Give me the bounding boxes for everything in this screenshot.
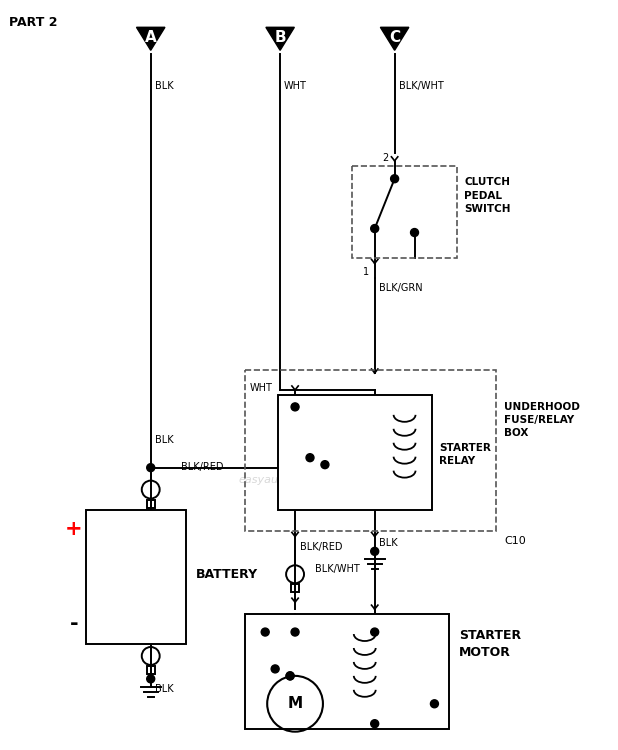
Text: BLK/GRN: BLK/GRN [379, 284, 422, 293]
Text: B: B [274, 30, 286, 45]
Text: BLK: BLK [379, 538, 397, 548]
Text: BLK: BLK [154, 81, 173, 91]
Polygon shape [380, 27, 409, 50]
Text: A: A [145, 30, 156, 45]
Bar [352, 166, 457, 259]
Text: WHT: WHT [284, 81, 307, 91]
Circle shape [391, 175, 399, 183]
Bar [291, 584, 299, 592]
Text: -: - [70, 614, 78, 634]
Circle shape [291, 628, 299, 636]
Text: BLK/RED: BLK/RED [300, 542, 342, 552]
Bar [245, 614, 449, 729]
Text: 2: 2 [383, 153, 389, 163]
Circle shape [286, 672, 294, 680]
Text: WHT: WHT [249, 383, 272, 393]
Polygon shape [266, 27, 294, 50]
Polygon shape [137, 27, 165, 50]
Text: M: M [287, 696, 303, 711]
Text: STARTER
RELAY: STARTER RELAY [439, 443, 491, 466]
Circle shape [291, 403, 299, 411]
Bar [86, 509, 185, 644]
Circle shape [146, 464, 154, 472]
Circle shape [271, 665, 279, 673]
Circle shape [286, 672, 294, 680]
Text: UNDERHOOD
FUSE/RELAY
BOX: UNDERHOOD FUSE/RELAY BOX [504, 402, 580, 438]
Text: 1: 1 [363, 268, 369, 278]
Circle shape [371, 628, 379, 636]
Bar [278, 395, 433, 509]
Text: CLUTCH
PEDAL
SWITCH: CLUTCH PEDAL SWITCH [464, 178, 511, 214]
Text: BLK: BLK [154, 684, 173, 694]
Circle shape [431, 700, 438, 708]
Circle shape [261, 628, 269, 636]
Circle shape [410, 229, 418, 236]
Text: STARTER
MOTOR: STARTER MOTOR [459, 629, 522, 659]
Bar [245, 370, 496, 532]
Circle shape [321, 460, 329, 469]
Text: C10: C10 [504, 536, 526, 547]
Circle shape [146, 675, 154, 682]
Text: BLK/RED: BLK/RED [180, 462, 223, 472]
Text: BLK/WHT: BLK/WHT [399, 81, 443, 91]
Text: +: + [66, 520, 83, 539]
Text: PART 2: PART 2 [9, 16, 58, 29]
Circle shape [371, 548, 379, 555]
Bar [146, 500, 154, 508]
Text: easyautodiagnostics.com: easyautodiagnostics.com [239, 475, 379, 484]
Circle shape [371, 224, 379, 232]
Text: BLK: BLK [154, 435, 173, 445]
Text: BATTERY: BATTERY [195, 568, 258, 580]
Circle shape [371, 720, 379, 728]
Text: C: C [389, 30, 400, 45]
Bar [146, 666, 154, 674]
Text: BLK/WHT: BLK/WHT [315, 564, 360, 574]
Circle shape [306, 454, 314, 462]
